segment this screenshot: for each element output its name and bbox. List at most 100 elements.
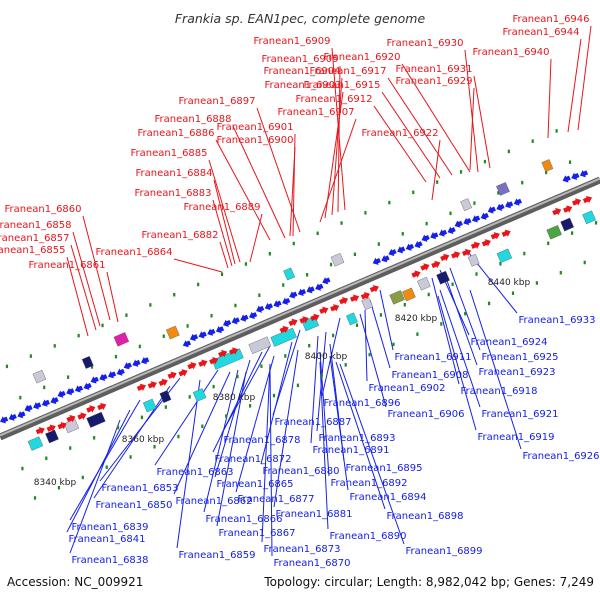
gene-label-reverse[interactable]: Franean1_6919 [477,432,554,443]
reverse-gene-arrow[interactable] [65,387,76,398]
reverse-gene-arrow[interactable] [486,205,497,216]
reverse-gene-arrow[interactable] [578,169,589,180]
reverse-gene-arrow[interactable] [16,410,27,421]
gene-label-forward[interactable]: Franean1_6915 [303,80,380,91]
gene-label-reverse[interactable]: Franean1_6881 [275,509,352,520]
reverse-gene-arrow[interactable] [495,202,506,213]
gene-label-reverse[interactable]: Franean1_6898 [386,511,463,522]
gene-label-reverse[interactable]: Franean1_6894 [349,492,426,503]
reverse-gene-arrow[interactable] [214,325,225,336]
reverse-gene-arrow[interactable] [122,361,133,372]
gene-label-forward[interactable]: Franean1_6907 [277,107,354,118]
forward-gene-arrow[interactable] [228,345,239,356]
gene-label-forward[interactable]: Franean1_6931 [395,64,472,75]
gene-label-reverse[interactable]: Franean1_6890 [329,531,406,542]
forward-gene-arrow[interactable] [349,293,360,304]
gene-label-reverse[interactable]: Franean1_6878 [223,435,300,446]
reverse-gene-arrow[interactable] [321,276,332,287]
reverse-gene-arrow[interactable] [56,389,67,400]
gene-label-reverse[interactable]: Franean1_6902 [368,383,445,394]
gene-label-reverse[interactable]: Franean1_6925 [481,352,558,363]
reverse-gene-arrow[interactable] [479,211,490,222]
gene-label-reverse[interactable]: Franean1_6908 [391,370,468,381]
gene-label-reverse[interactable]: Franean1_6853 [101,483,178,494]
reverse-gene-arrow[interactable] [413,240,424,251]
reverse-gene-arrow[interactable] [288,290,299,301]
gene-label-forward[interactable]: Franean1_6857 [0,233,70,244]
reverse-gene-arrow[interactable] [49,396,60,407]
reverse-gene-arrow[interactable] [181,339,192,350]
gene-label-forward[interactable]: Franean1_6904 [263,66,340,77]
reverse-gene-arrow[interactable] [470,214,481,225]
reverse-gene-arrow[interactable] [429,231,440,242]
reverse-gene-arrow[interactable] [98,372,109,383]
forward-gene-arrow[interactable] [420,261,431,272]
forward-gene-arrow[interactable] [279,324,290,335]
reverse-gene-arrow[interactable] [437,228,448,239]
forward-gene-arrow[interactable] [481,237,492,248]
gene-label-reverse[interactable]: Franean1_6838 [71,555,148,566]
forward-gene-arrow[interactable] [329,302,340,313]
forward-gene-arrow[interactable] [470,240,481,251]
gene-label-forward[interactable]: Franean1_6860 [4,204,81,215]
reverse-gene-arrow[interactable] [197,330,208,341]
gene-label-reverse[interactable]: Franean1_6880 [262,466,339,477]
gene-label-forward[interactable]: Franean1_6946 [512,14,589,25]
reverse-gene-arrow[interactable] [446,225,457,236]
forward-gene-arrow[interactable] [86,403,97,414]
gene-label-reverse[interactable]: Franean1_6924 [470,337,547,348]
forward-gene-arrow[interactable] [57,420,68,431]
forward-gene-arrow[interactable] [178,367,189,378]
forward-gene-arrow[interactable] [310,312,321,323]
gene-label-forward[interactable]: Franean1_6884 [135,168,212,179]
forward-gene-arrow[interactable] [562,203,573,214]
gene-label-forward[interactable]: Franean1_6885 [130,148,207,159]
reverse-gene-arrow[interactable] [188,333,199,344]
reverse-gene-arrow[interactable] [570,171,581,182]
reverse-gene-arrow[interactable] [0,415,9,426]
forward-gene-arrow[interactable] [501,228,512,239]
forward-gene-arrow[interactable] [319,305,330,316]
gene-label-forward[interactable]: Franean1_6901 [216,122,293,133]
reverse-gene-arrow[interactable] [420,233,431,244]
forward-gene-arrow[interactable] [411,268,422,279]
gene-label-forward[interactable]: Franean1_6855 [0,245,66,256]
forward-gene-arrow[interactable] [187,360,198,371]
gene-label-reverse[interactable]: Franean1_6867 [218,528,295,539]
forward-gene-arrow[interactable] [338,295,349,306]
gene-label-reverse[interactable]: Franean1_6839 [71,522,148,533]
reverse-gene-arrow[interactable] [7,412,18,423]
reverse-gene-arrow[interactable] [404,242,415,253]
reverse-gene-arrow[interactable] [272,299,283,310]
gene-label-forward[interactable]: Franean1_6858 [0,220,72,231]
reverse-gene-arrow[interactable] [82,381,93,392]
gene-label-forward[interactable]: Franean1_6888 [154,114,231,125]
gene-label-forward[interactable]: Franean1_6905 [261,54,338,65]
forward-gene-arrow[interactable] [299,314,310,325]
gene-label-forward[interactable]: Franean1_6922 [361,128,438,139]
reverse-gene-arrow[interactable] [263,302,274,313]
reverse-gene-arrow[interactable] [247,310,258,321]
gene-label-forward[interactable]: Franean1_6940 [472,47,549,58]
gene-label-forward[interactable]: Franean1_6944 [502,27,579,38]
reverse-gene-arrow[interactable] [221,318,232,329]
reverse-gene-arrow[interactable] [115,367,126,378]
forward-gene-arrow[interactable] [136,382,147,393]
forward-gene-arrow[interactable] [490,230,501,241]
gene-label-reverse[interactable]: Franean1_6911 [394,352,471,363]
gene-label-reverse[interactable]: Franean1_6906 [387,409,464,420]
reverse-gene-arrow[interactable] [503,200,514,211]
gene-label-reverse[interactable]: Franean1_6866 [205,514,282,525]
reverse-gene-arrow[interactable] [453,219,464,230]
gene-label-reverse[interactable]: Franean1_6873 [263,544,340,555]
reverse-gene-arrow[interactable] [32,401,43,412]
reverse-gene-arrow[interactable] [131,358,142,369]
gene-label-reverse[interactable]: Franean1_6926 [522,451,599,462]
forward-gene-arrow[interactable] [582,194,593,205]
forward-gene-arrow[interactable] [77,410,88,421]
gene-label-reverse[interactable]: Franean1_6865 [216,479,293,490]
gene-label-reverse[interactable]: Franean1_6870 [273,558,350,569]
reverse-gene-arrow[interactable] [40,398,51,409]
reverse-gene-arrow[interactable] [371,256,382,267]
reverse-gene-arrow[interactable] [280,296,291,307]
